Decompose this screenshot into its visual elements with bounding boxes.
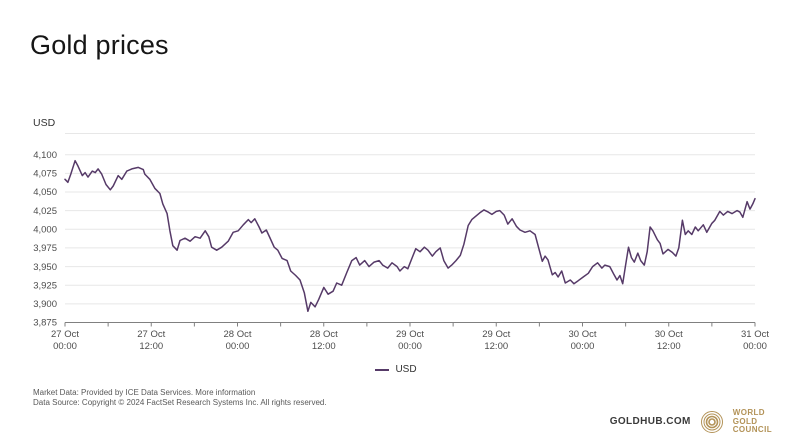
market-data-text: Market Data: Provided by ICE Data Servic… [33,388,196,397]
x-tick-label-time: 00:00 [53,341,77,352]
branding: GOLDHUB.COM WORLD GOLD COUNCIL [609,408,772,435]
x-tick-label-time: 00:00 [398,341,422,352]
y-tick-label: 3,975 [33,243,57,254]
x-tick-label-date: 31 Oct [741,329,769,340]
x-tick-label-time: 12:00 [139,341,163,352]
market-data-note: Market Data: Provided by ICE Data Servic… [33,388,327,398]
price-line-usd [64,159,756,313]
x-tick-label-date: 30 Oct [569,329,597,340]
page-title: Gold prices [30,30,169,60]
y-tick-label: 4,100 [33,150,57,161]
x-tick-label-time: 12:00 [312,341,336,352]
data-source-note: Data Source: Copyright © 2024 FactSet Re… [33,397,327,407]
x-tick-label-date: 28 Oct [310,329,338,340]
y-tick-label: 4,075 [33,169,57,180]
world-gold-council-logo-icon [700,410,723,433]
y-tick-label: 3,900 [33,299,57,310]
x-tick-label-date: 27 Oct [137,329,165,340]
wgc-line-1: WORLD [732,408,765,417]
legend-series-dash [375,368,390,371]
x-tick-label-date: 29 Oct [482,329,510,340]
x-tick-label-date: 29 Oct [396,329,424,340]
gold-price-chart: 4,100 4,075 4,050 4,025 4,000 3,975 3,950 3,925… [33,133,769,352]
y-tick-label: 3,875 [33,318,57,329]
y-axis-unit-label: USD [33,117,56,129]
x-tick-label-date: 27 Oct [51,329,79,340]
x-tick-label-time: 00:00 [226,341,250,352]
x-tick-label-date: 30 Oct [655,329,683,340]
goldhub-brand: GOLDHUB.COM [609,416,691,428]
x-tick-label-time: 00:00 [743,341,767,352]
y-tick-label: 3,950 [33,262,57,273]
y-tick-label: 4,025 [33,206,57,217]
y-tick-label: 3,925 [33,280,57,291]
chart-footnotes: Market Data: Provided by ICE Data Servic… [33,388,327,407]
legend: USD [0,364,792,375]
x-tick-label-time: 12:00 [484,341,508,352]
x-tick-label-date: 28 Oct [224,329,252,340]
wgc-line-2: GOLD [732,416,758,426]
wgc-line-3: COUNCIL [732,425,772,434]
more-information-link[interactable]: More information [195,388,256,397]
y-tick-label: 4,000 [33,224,57,235]
y-tick-label: 4,050 [33,187,57,198]
x-tick-label-time: 12:00 [657,341,681,352]
x-tick-label-time: 00:00 [571,341,595,352]
legend-item-usd[interactable]: USD [395,364,417,375]
world-gold-council-wordmark: WORLD GOLD COUNCIL [732,408,772,435]
